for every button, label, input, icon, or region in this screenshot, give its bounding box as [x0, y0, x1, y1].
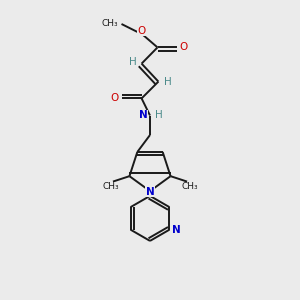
Text: N: N	[172, 225, 181, 235]
Text: CH₃: CH₃	[101, 20, 118, 28]
Text: O: O	[179, 42, 188, 52]
Text: H: H	[155, 110, 163, 121]
Text: N: N	[146, 187, 154, 197]
Text: O: O	[111, 93, 119, 103]
Text: CH₃: CH₃	[102, 182, 119, 191]
Text: O: O	[138, 26, 146, 36]
Text: CH₃: CH₃	[181, 182, 198, 191]
Text: H: H	[129, 57, 136, 68]
Text: H: H	[164, 76, 171, 87]
Text: N: N	[139, 110, 148, 121]
